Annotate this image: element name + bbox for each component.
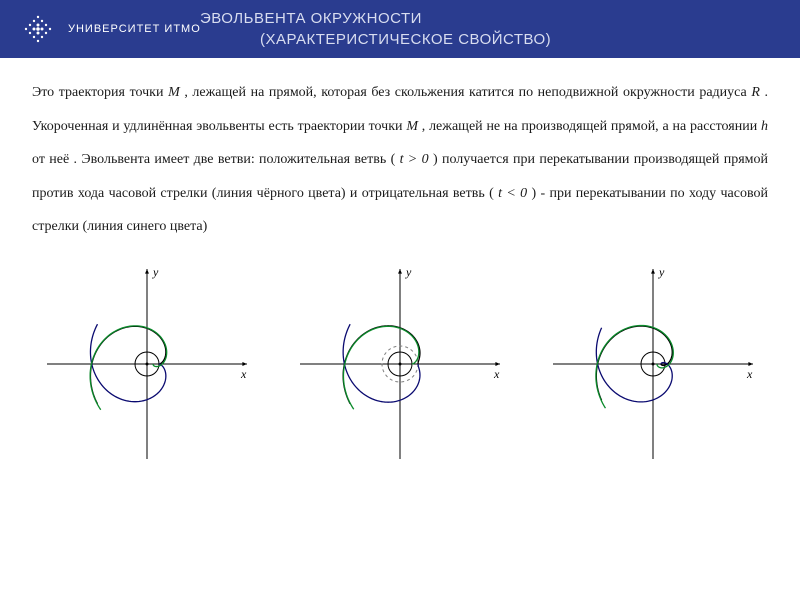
- body-paragraph: Это траектория точки M , лежащей на прям…: [32, 76, 768, 244]
- math-var-M: M: [406, 119, 418, 134]
- text-segment: Это траектория точки: [32, 85, 168, 100]
- math-var-R: R: [751, 85, 760, 100]
- text-segment: , лежащей на прямой, которая без скольже…: [184, 85, 751, 100]
- svg-text:y: y: [405, 265, 412, 279]
- involute-diagram-2: xy: [290, 264, 510, 464]
- header: УНИВЕРСИТЕТ ИТМО ЭВОЛЬВЕНТА ОКРУЖНОСТИ (…: [0, 0, 800, 58]
- logo-text: УНИВЕРСИТЕТ ИТМО: [68, 23, 201, 35]
- math-var-h: h: [761, 119, 768, 134]
- math-cond-1: t > 0: [400, 152, 429, 167]
- text-segment: , лежащей не на производящей прямой, а н…: [422, 119, 761, 134]
- logo: УНИВЕРСИТЕТ ИТМО: [18, 9, 201, 49]
- text-segment: от неё . Эвольвента имеет две ветви: пол…: [32, 152, 400, 167]
- math-cond-2: t < 0: [498, 186, 527, 201]
- involute-diagram-3: xy: [543, 264, 763, 464]
- diagrams-row: xy xy xy: [0, 254, 800, 464]
- title-line-1: ЭВОЛЬВЕНТА ОКРУЖНОСТИ: [200, 8, 551, 29]
- svg-text:y: y: [658, 265, 665, 279]
- svg-text:x: x: [746, 367, 753, 381]
- itmo-logo-icon: [18, 9, 58, 49]
- svg-text:x: x: [240, 367, 247, 381]
- slide-title: ЭВОЛЬВЕНТА ОКРУЖНОСТИ (ХАРАКТЕРИСТИЧЕСКО…: [200, 8, 551, 50]
- svg-text:y: y: [152, 265, 159, 279]
- title-line-2: (ХАРАКТЕРИСТИЧЕСКОЕ СВОЙСТВО): [200, 29, 551, 50]
- involute-diagram-1: xy: [37, 264, 257, 464]
- math-var-M: M: [168, 85, 180, 100]
- content: Это траектория точки M , лежащей на прям…: [0, 58, 800, 254]
- svg-text:x: x: [493, 367, 500, 381]
